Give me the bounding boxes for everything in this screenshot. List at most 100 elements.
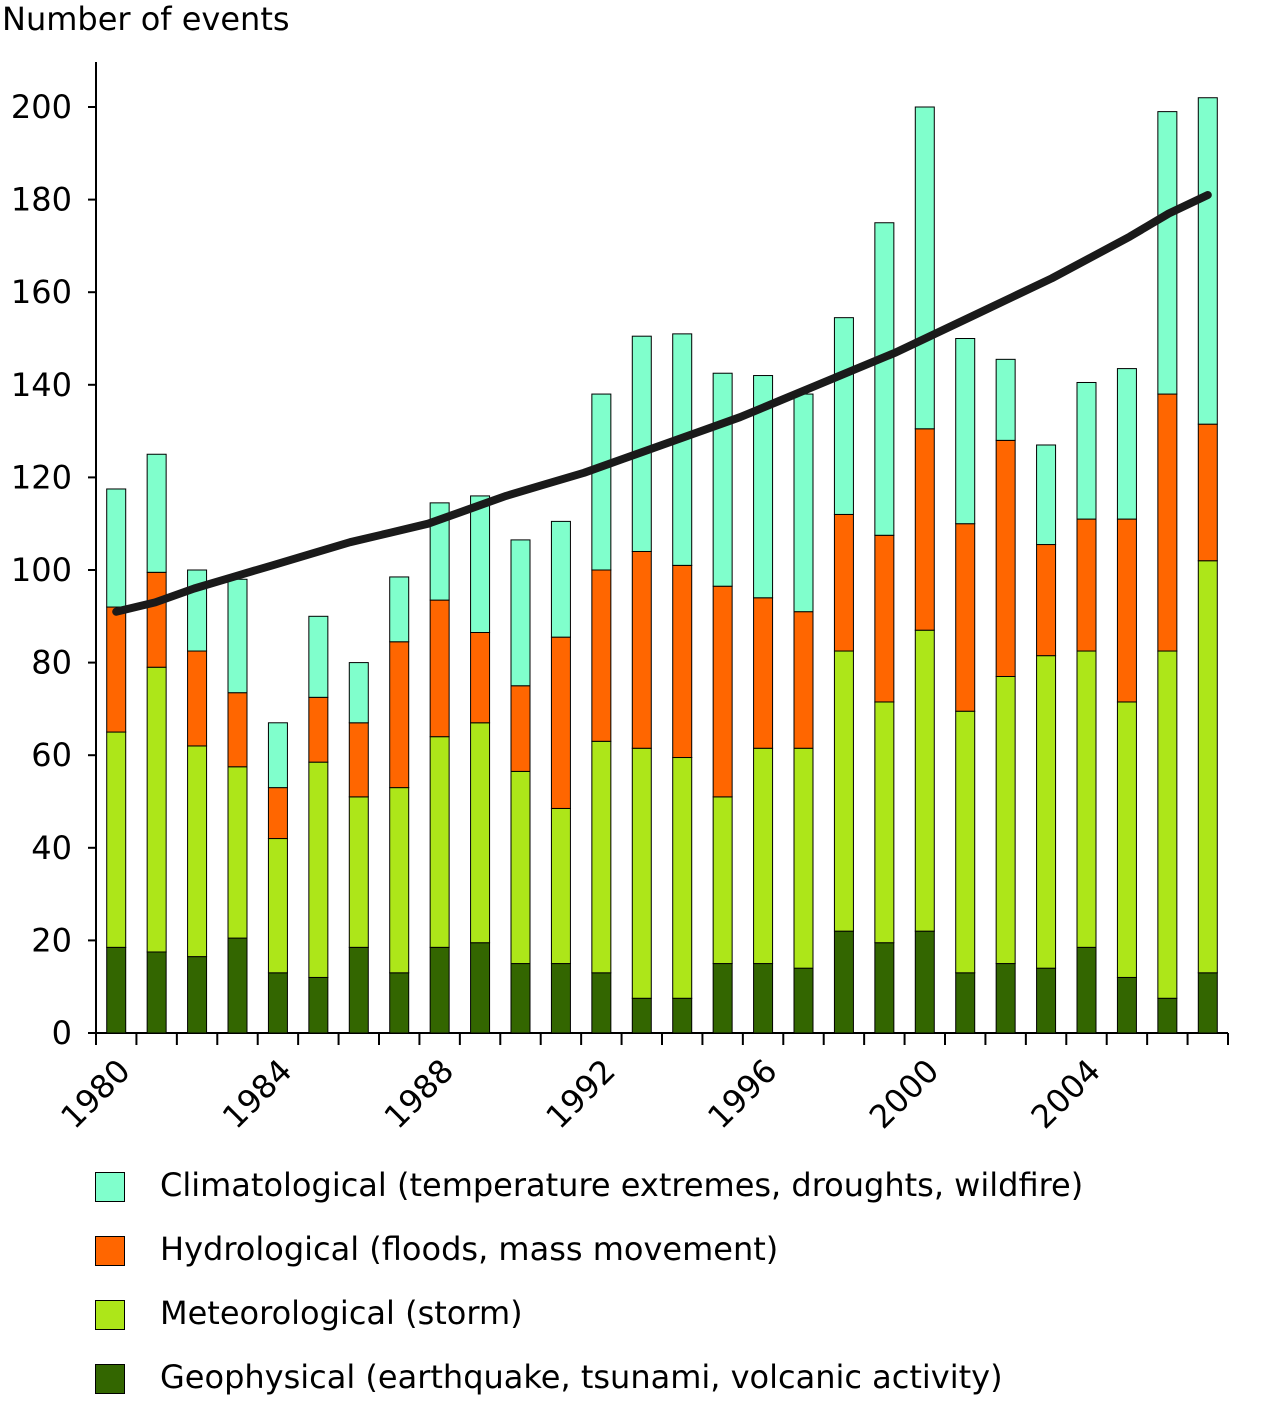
bar-meteorological-1982 bbox=[188, 746, 207, 957]
bar-geophysical-2000 bbox=[915, 931, 934, 1033]
bar-climatological-1999 bbox=[875, 223, 894, 536]
bar-hydrological-1991 bbox=[551, 637, 570, 808]
bar-climatological-1995 bbox=[713, 373, 732, 586]
x-tick-label-1984: 1984 bbox=[215, 1052, 299, 1136]
bar-meteorological-1984 bbox=[268, 839, 287, 973]
bar-geophysical-1986 bbox=[349, 947, 368, 1033]
bar-climatological-1986 bbox=[349, 663, 368, 723]
bar-geophysical-2002 bbox=[996, 964, 1015, 1033]
x-tick-label-2004: 2004 bbox=[1024, 1052, 1108, 1136]
bar-meteorological-1998 bbox=[834, 651, 853, 931]
bar-geophysical-1995 bbox=[713, 964, 732, 1033]
y-tick-label-200: 200 bbox=[11, 88, 72, 126]
bar-geophysical-2006 bbox=[1158, 998, 1177, 1033]
bar-meteorological-1981 bbox=[147, 667, 166, 952]
bar-hydrological-2003 bbox=[1037, 545, 1056, 656]
legend-label-climatological: Climatological (temperature extremes, dr… bbox=[160, 1166, 1083, 1204]
bar-meteorological-1987 bbox=[390, 788, 409, 973]
bar-climatological-1994 bbox=[673, 334, 692, 566]
stacked-bar-chart: 0 20 40 60 80 100 120 140 160 180 200 1980 1984 1988 1… bbox=[0, 0, 1286, 1160]
bar-geophysical-1987 bbox=[390, 973, 409, 1033]
bar-meteorological-1994 bbox=[673, 758, 692, 999]
bar-meteorological-1983 bbox=[228, 767, 247, 938]
bar-meteorological-1991 bbox=[551, 808, 570, 963]
bar-meteorological-1992 bbox=[592, 741, 611, 973]
bar-meteorological-2004 bbox=[1077, 651, 1096, 947]
bar-meteorological-1995 bbox=[713, 797, 732, 964]
bar-meteorological-2006 bbox=[1158, 651, 1177, 998]
bar-hydrological-1984 bbox=[268, 788, 287, 839]
bar-hydrological-1988 bbox=[430, 600, 449, 737]
bar-meteorological-2002 bbox=[996, 676, 1015, 963]
bar-meteorological-1989 bbox=[471, 723, 490, 943]
bar-meteorological-1990 bbox=[511, 771, 530, 963]
legend-label-meteorological: Meteorological (storm) bbox=[160, 1294, 523, 1332]
y-tick-label-120: 120 bbox=[11, 458, 72, 496]
bar-geophysical-1980 bbox=[107, 947, 126, 1033]
bar-geophysical-1996 bbox=[754, 964, 773, 1033]
y-tick-label-160: 160 bbox=[11, 273, 72, 311]
bar-geophysical-1999 bbox=[875, 943, 894, 1033]
y-tick-label-40: 40 bbox=[31, 829, 72, 867]
bar-hydrological-1981 bbox=[147, 572, 166, 667]
legend-swatch-climatological bbox=[95, 1172, 125, 1202]
bar-climatological-1984 bbox=[268, 723, 287, 788]
y-tick-label-100: 100 bbox=[11, 551, 72, 589]
y-tick-label-0: 0 bbox=[52, 1014, 72, 1052]
x-tick-label-2000: 2000 bbox=[862, 1052, 946, 1136]
legend-swatch-geophysical bbox=[95, 1364, 125, 1394]
bar-meteorological-2003 bbox=[1037, 656, 1056, 969]
bar-climatological-1987 bbox=[390, 577, 409, 642]
bar-geophysical-2004 bbox=[1077, 947, 1096, 1033]
legend-swatch-hydrological bbox=[95, 1236, 125, 1266]
bar-climatological-1981 bbox=[147, 454, 166, 572]
bar-meteorological-2005 bbox=[1117, 702, 1136, 977]
bar-geophysical-2007 bbox=[1198, 973, 1217, 1033]
bar-geophysical-1988 bbox=[430, 947, 449, 1033]
bar-geophysical-1983 bbox=[228, 938, 247, 1033]
bar-climatological-2007 bbox=[1198, 98, 1217, 424]
y-tick-label-60: 60 bbox=[31, 736, 72, 774]
bar-meteorological-1996 bbox=[754, 748, 773, 963]
bar-meteorological-1999 bbox=[875, 702, 894, 943]
bar-geophysical-1998 bbox=[834, 931, 853, 1033]
bar-climatological-1992 bbox=[592, 394, 611, 570]
bar-hydrological-1986 bbox=[349, 723, 368, 797]
bar-hydrological-1980 bbox=[107, 607, 126, 732]
bar-meteorological-2001 bbox=[956, 711, 975, 973]
bar-meteorological-1985 bbox=[309, 762, 328, 977]
bar-geophysical-1994 bbox=[673, 998, 692, 1033]
y-tick-label-180: 180 bbox=[11, 181, 72, 219]
bar-hydrological-1992 bbox=[592, 570, 611, 741]
bar-hydrological-2002 bbox=[996, 440, 1015, 676]
bar-hydrological-1997 bbox=[794, 612, 813, 749]
bar-climatological-1980 bbox=[107, 489, 126, 607]
bar-geophysical-2005 bbox=[1117, 977, 1136, 1033]
bar-hydrological-1995 bbox=[713, 586, 732, 797]
x-tick-label-1992: 1992 bbox=[538, 1052, 622, 1136]
bar-climatological-2006 bbox=[1158, 112, 1177, 394]
bar-hydrological-2005 bbox=[1117, 519, 1136, 702]
bar-hydrological-1990 bbox=[511, 686, 530, 772]
bar-climatological-2004 bbox=[1077, 382, 1096, 519]
bar-hydrological-1987 bbox=[390, 642, 409, 788]
bar-meteorological-1988 bbox=[430, 737, 449, 948]
bar-meteorological-1997 bbox=[794, 748, 813, 968]
bar-geophysical-1989 bbox=[471, 943, 490, 1033]
bar-hydrological-1989 bbox=[471, 633, 490, 723]
bar-geophysical-1982 bbox=[188, 957, 207, 1033]
bar-hydrological-1996 bbox=[754, 598, 773, 748]
bar-meteorological-1986 bbox=[349, 797, 368, 947]
bar-climatological-2002 bbox=[996, 359, 1015, 440]
bar-geophysical-1997 bbox=[794, 968, 813, 1033]
bar-geophysical-1985 bbox=[309, 977, 328, 1033]
bar-climatological-1985 bbox=[309, 616, 328, 697]
bar-geophysical-1984 bbox=[268, 973, 287, 1033]
y-tick-label-80: 80 bbox=[31, 644, 72, 682]
bar-climatological-1998 bbox=[834, 318, 853, 515]
legend-swatch-meteorological bbox=[95, 1300, 125, 1330]
bar-geophysical-1992 bbox=[592, 973, 611, 1033]
y-axis-title: Number of events bbox=[2, 0, 290, 38]
bar-meteorological-1993 bbox=[632, 748, 651, 998]
bar-hydrological-2007 bbox=[1198, 424, 1217, 561]
